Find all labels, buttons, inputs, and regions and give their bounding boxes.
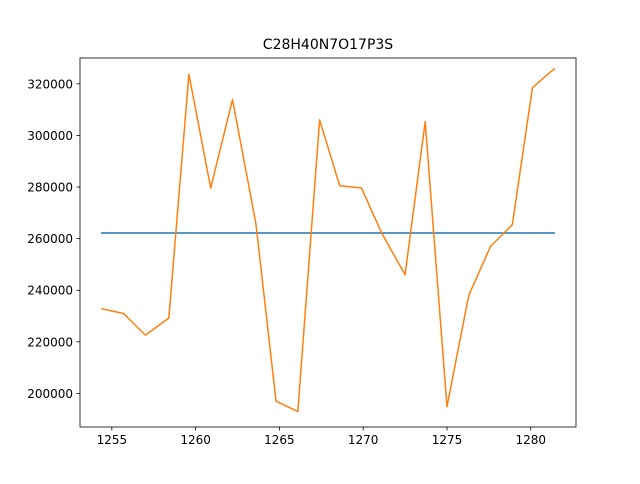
y-tick-label: 220000 xyxy=(27,335,73,349)
x-tick-label: 1255 xyxy=(97,433,128,447)
axes: 1255 1260 1265 1270 1275 1280 200000 220000 2400… xyxy=(27,57,577,447)
x-tick-label: 1275 xyxy=(432,433,463,447)
x-tick-label: 1260 xyxy=(180,433,211,447)
y-tick-label: 280000 xyxy=(27,181,73,195)
x-tick-label: 1280 xyxy=(515,433,546,447)
y-tick-label: 260000 xyxy=(27,232,73,246)
series-line-2 xyxy=(100,67,556,413)
y-tick-label: 200000 xyxy=(27,387,73,401)
axes-frame xyxy=(79,57,577,428)
x-tick-label: 1265 xyxy=(264,433,295,447)
x-tick-label: 1270 xyxy=(348,433,379,447)
y-tick-label: 240000 xyxy=(27,284,73,298)
chart-title: C28H40N7O17P3S xyxy=(263,37,393,53)
y-tick-label: 300000 xyxy=(27,129,73,143)
plot-area xyxy=(100,67,556,413)
y-tick-label: 320000 xyxy=(27,77,73,91)
